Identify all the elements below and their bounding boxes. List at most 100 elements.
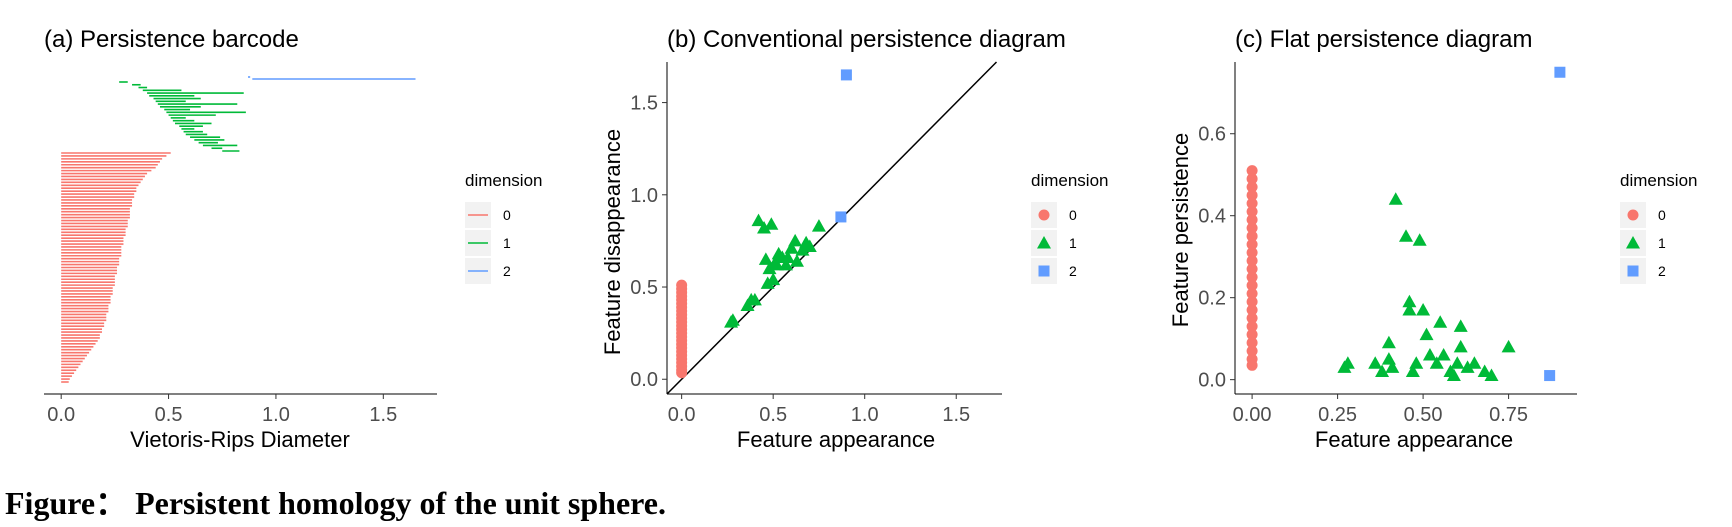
data-point (725, 313, 740, 326)
data-point (1246, 230, 1258, 242)
data-point (1429, 356, 1444, 369)
x-tick-label: 0.75 (1489, 404, 1528, 426)
data-point (1402, 294, 1417, 308)
data-point (1246, 345, 1258, 357)
plot-area (666, 61, 1002, 395)
legend-label: 0 (1069, 207, 1077, 223)
x-tick-label: 0.5 (759, 404, 787, 426)
axis-ticks: 0.00 0.25 0.50 0.75 0.0 0.2 0.4 0.6 (1198, 124, 1528, 426)
x-axis-title: Feature appearance (1315, 427, 1513, 452)
legend-title: dimension (465, 171, 543, 190)
data-point (1246, 337, 1258, 349)
legend-label: 1 (503, 235, 511, 251)
data-point (784, 241, 799, 254)
data-point (1405, 364, 1420, 377)
data-point (1419, 327, 1434, 341)
data-point (778, 257, 793, 271)
x-tick-label: 1.0 (851, 404, 879, 426)
data-point (1453, 339, 1468, 353)
data-point (1246, 255, 1258, 267)
data-point (764, 217, 779, 230)
data-point (1412, 233, 1427, 246)
axis-ticks: 0.0 0.5 1.0 1.5 0.0 0.5 1.0 1.5 (630, 93, 970, 426)
legend-symbol (1038, 209, 1050, 221)
legend-title: dimension (1031, 171, 1109, 190)
y-axis-title: Feature persistence (1168, 133, 1193, 327)
data-point (1477, 364, 1492, 377)
legend-title: dimension (1620, 171, 1698, 190)
data-point (1246, 312, 1258, 324)
y-tick-label: 1.5 (630, 93, 658, 115)
data-point (1436, 348, 1451, 361)
panel-flat: (c) Flat persistence diagram 0.00 0.25 0.5… (1168, 26, 1698, 452)
plot-area (1234, 62, 1577, 395)
data-point (1246, 222, 1258, 234)
data-point (1246, 247, 1258, 259)
legend: dimension 0 1 2 (465, 171, 543, 284)
data-point (1246, 329, 1258, 341)
data-point (1388, 192, 1403, 205)
x-tick-label: 0.0 (668, 404, 696, 426)
y-tick-label: 0.6 (1198, 124, 1226, 146)
x-tick-label: 0.50 (1404, 404, 1443, 426)
x-axis-title: Feature appearance (737, 427, 935, 452)
y-axis-title: Feature disappearance (600, 129, 625, 355)
panel-barcode: (a) Persistence barcode 0.0 0.5 1.0 1.5 Vie… (44, 26, 543, 452)
legend-symbol (1626, 236, 1640, 249)
legend-label: 0 (1658, 207, 1666, 223)
legend-symbol (1038, 265, 1050, 277)
data-point (795, 243, 810, 256)
legend-label: 1 (1069, 235, 1077, 251)
data-point (1246, 181, 1258, 193)
x-tick-label: 0.0 (47, 404, 75, 426)
data-point (1402, 302, 1417, 316)
data-point (1246, 296, 1258, 308)
data-point (747, 292, 762, 306)
data-point (1246, 173, 1258, 185)
data-point (1409, 356, 1424, 369)
data-point (840, 69, 852, 81)
data-point (1416, 302, 1431, 316)
data-point (1422, 348, 1437, 361)
data-point (1246, 197, 1258, 209)
data-point (1246, 359, 1258, 371)
data-point (1433, 315, 1448, 328)
data-point (811, 219, 826, 232)
legend-symbol (1627, 209, 1639, 221)
data-point (1381, 335, 1396, 349)
data-point (1246, 238, 1258, 250)
data-point (1246, 271, 1258, 283)
data-point (1246, 320, 1258, 332)
data-point (1246, 279, 1258, 291)
data-point (802, 239, 817, 252)
data-point (676, 367, 688, 379)
x-axis-ticks: 0.0 0.5 1.0 1.5 (47, 394, 397, 426)
legend: dimension 0 1 2 (1620, 171, 1698, 284)
y-tick-label: 0.5 (630, 277, 658, 299)
legend: dimension 0 1 2 (1031, 171, 1109, 284)
figure-caption: Figure： Persistent homology of the unit … (5, 485, 667, 521)
panel-title: (c) Flat persistence diagram (1235, 26, 1532, 53)
data-point (1484, 368, 1499, 382)
data-point (1246, 214, 1258, 226)
data-point (1246, 288, 1258, 300)
data-point (1381, 352, 1396, 365)
data-point (1246, 206, 1258, 218)
legend-label: 2 (1069, 263, 1077, 279)
x-tick-label: 1.5 (369, 404, 397, 426)
data-point (1246, 189, 1258, 201)
data-point (1340, 356, 1355, 369)
legend-symbol (1037, 236, 1051, 249)
panel-title: (b) Conventional persistence diagram (667, 26, 1066, 53)
data-point (1375, 364, 1390, 377)
legend-symbol (1627, 265, 1639, 277)
data-point (780, 250, 795, 264)
y-tick-label: 0.0 (1198, 370, 1226, 392)
y-tick-label: 0.0 (630, 369, 658, 391)
data-point (758, 252, 773, 265)
data-point (789, 254, 804, 267)
x-tick-label: 0.5 (155, 404, 183, 426)
data-point (766, 272, 781, 286)
data-point (1544, 370, 1556, 382)
diagonal-line (666, 61, 998, 395)
